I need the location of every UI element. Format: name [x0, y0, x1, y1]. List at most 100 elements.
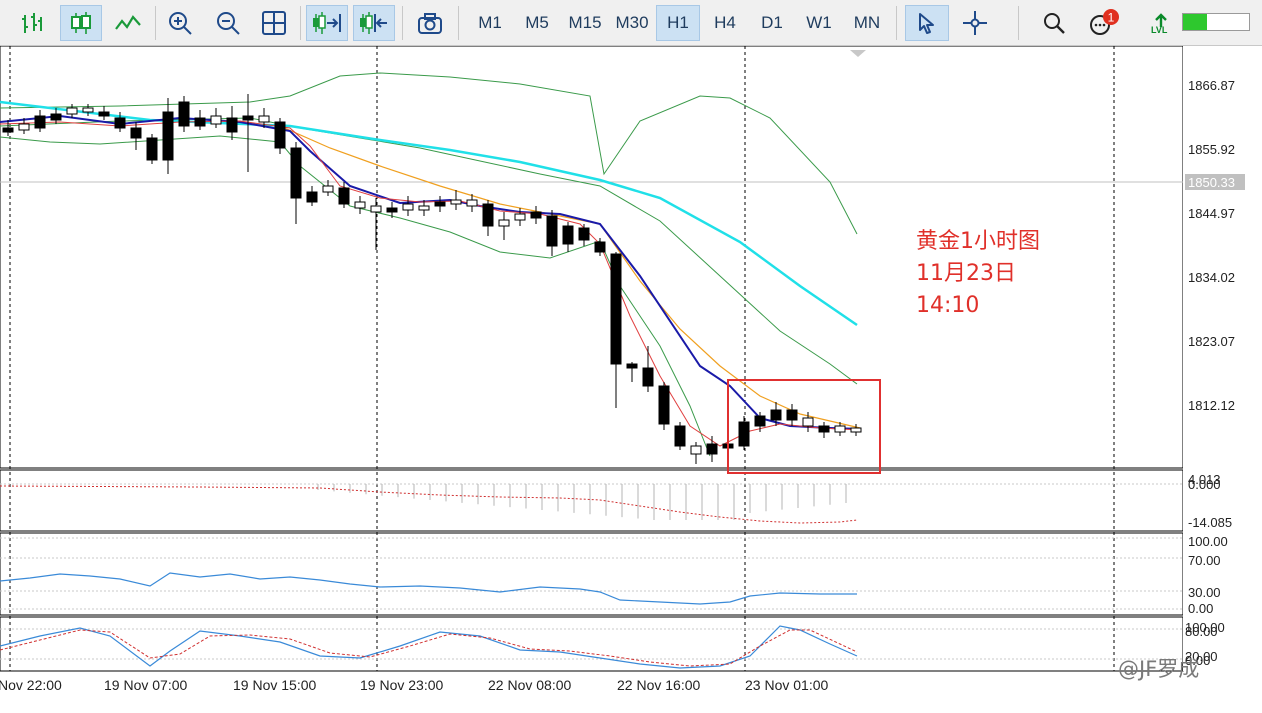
- candle-body: [770, 409, 782, 421]
- timeframe-h1[interactable]: H1: [656, 5, 700, 41]
- zoom-out-button[interactable]: [210, 5, 246, 41]
- current-price-tag: [1185, 174, 1245, 190]
- timeframe-h4-label: H4: [714, 13, 736, 32]
- price-label-1: 1866.87: [1188, 78, 1235, 93]
- candle-body: [82, 107, 94, 113]
- time-label-6: 22 Nov 16:00: [617, 677, 700, 693]
- candle-body: [66, 107, 78, 115]
- bollinger-bands: [0, 72, 858, 457]
- timeframe-m30[interactable]: M30: [610, 5, 654, 41]
- indicator1-bottom-label: -14.085: [1188, 515, 1232, 530]
- crosshair-button[interactable]: [955, 5, 995, 41]
- indicator2-oscillator: 100.00 70.00 30.00 0.00: [0, 534, 1228, 616]
- grid-icon: [262, 11, 286, 35]
- candle-body: [818, 425, 830, 433]
- indicator3-label-3: 20.00: [1185, 649, 1218, 664]
- ma-cyan: [0, 100, 858, 327]
- candle-body: [418, 205, 430, 211]
- timeframe-mn[interactable]: MN: [844, 5, 890, 41]
- indicator3-frame: [0, 616, 1184, 672]
- candle-body: [498, 219, 510, 227]
- connection-status-fill: [1183, 14, 1207, 30]
- time-label-3: 19 Nov 15:00: [233, 677, 316, 693]
- vertical-grid: [9, 46, 1115, 671]
- price-axis-background: [1183, 46, 1262, 671]
- indicator3-label-4: 0.00: [1185, 653, 1210, 668]
- timeframe-h4[interactable]: H4: [704, 5, 746, 41]
- candle-body: [658, 385, 670, 425]
- main-chart-frame: [0, 46, 1184, 469]
- indicator1-histogram: 4.013 0.000 -14.085: [0, 472, 1232, 530]
- notifications-button[interactable]: 1: [1084, 5, 1124, 41]
- candle-body: [626, 363, 638, 369]
- timeframe-m15[interactable]: M15: [562, 5, 608, 41]
- indicator2-label-1: 100.00: [1188, 534, 1228, 549]
- annotation-date: 11月23日: [916, 261, 1016, 286]
- auto-scroll-icon: [313, 12, 341, 34]
- timeframe-m5[interactable]: M5: [517, 5, 557, 41]
- chart-toolbar: M1 M5 M15 M30 H1 H4 D1 W1 MN 1 LVL: [0, 0, 1262, 46]
- candle-body: [850, 427, 862, 433]
- candle-body: [18, 123, 30, 131]
- signal-level-button[interactable]: [1146, 5, 1176, 41]
- candle-body: [578, 227, 590, 241]
- candlestick-chart-button[interactable]: [60, 5, 102, 41]
- price-label-6: 1812.12: [1188, 398, 1235, 413]
- candle-body: [386, 207, 398, 213]
- candle-body: [274, 121, 286, 149]
- timeframe-h1-label: H1: [667, 13, 689, 32]
- line-chart-icon: [115, 15, 141, 30]
- candle-body: [146, 137, 158, 161]
- notification-count: 1: [1108, 11, 1115, 25]
- bar-chart-icon: [22, 13, 42, 33]
- candle-body: [754, 415, 766, 427]
- candle-body: [450, 199, 462, 205]
- candle-body: [434, 201, 446, 207]
- candlestick-icon: [71, 12, 91, 34]
- candle-body: [354, 201, 366, 209]
- cursor-arrow-icon: [919, 13, 934, 34]
- grid-button[interactable]: [256, 5, 292, 41]
- candle-body: [610, 253, 622, 365]
- highlight-box: [727, 379, 881, 474]
- indicator2-label-3: 30.00: [1188, 585, 1221, 600]
- indicator3-label-2: 80.00: [1185, 624, 1218, 639]
- indicator3-oscillator: 100.00 80.00 20.00 0.00: [0, 620, 1225, 669]
- cursor-button[interactable]: [905, 5, 949, 41]
- auto-scroll-button[interactable]: [306, 5, 348, 41]
- line-chart-button[interactable]: [108, 5, 148, 41]
- connection-status-bar: [1182, 13, 1250, 31]
- level-label: LVL: [1151, 25, 1168, 35]
- candle-body: [402, 203, 414, 211]
- candle-body: [802, 417, 814, 427]
- timeframe-m15-label: M15: [568, 13, 602, 32]
- timeframe-w1[interactable]: W1: [798, 5, 840, 41]
- camera-icon: [418, 13, 442, 34]
- signal-arrow-icon: [1155, 13, 1167, 27]
- timeframe-m30-label: M30: [615, 13, 649, 32]
- candle-body: [98, 111, 110, 117]
- candle-body: [642, 367, 654, 387]
- candle-body: [50, 113, 62, 121]
- timeframe-m1[interactable]: M1: [470, 5, 510, 41]
- price-label-3: 1844.97: [1188, 206, 1235, 221]
- candle-body: [562, 225, 574, 245]
- chat-icon: 1: [1090, 9, 1119, 35]
- price-chart[interactable]: 黄金1小时图 11月23日 14:10 1866.87 1855.92 1844…: [0, 46, 1262, 713]
- indicator1-frame: [0, 469, 1184, 532]
- timeframe-d1[interactable]: D1: [751, 5, 793, 41]
- candle-body: [690, 445, 702, 455]
- screenshot-button[interactable]: [410, 5, 450, 41]
- crosshair-icon: [963, 11, 987, 35]
- candle-body: [482, 203, 494, 227]
- candle-body: [130, 127, 142, 139]
- timeframe-w1-label: W1: [806, 13, 832, 32]
- price-axis: 1866.87 1855.92 1844.97 1834.02 1823.07 …: [1185, 78, 1245, 413]
- search-button[interactable]: [1036, 5, 1072, 41]
- zoom-in-button[interactable]: [162, 5, 198, 41]
- price-label-2: 1855.92: [1188, 142, 1235, 157]
- chart-shift-button[interactable]: [353, 5, 395, 41]
- bar-chart-button[interactable]: [12, 5, 52, 41]
- annotation-title: 黄金1小时图: [916, 229, 1040, 254]
- timeframe-m1-label: M1: [478, 13, 502, 32]
